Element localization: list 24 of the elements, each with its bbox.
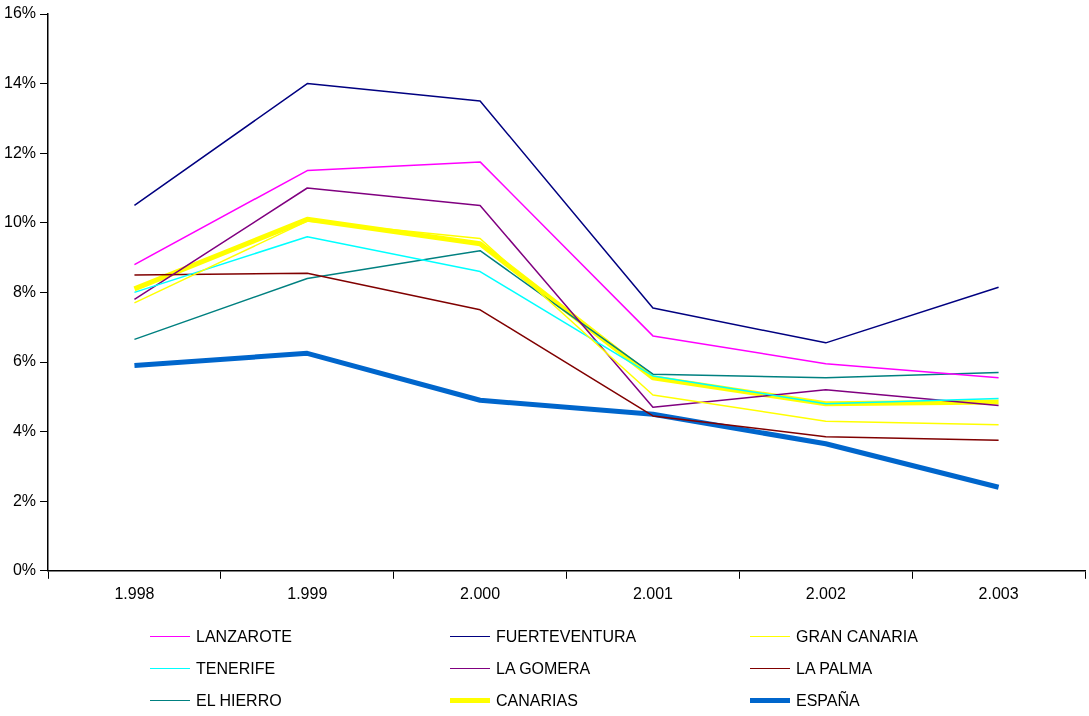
x-tick-label: 2.003 [978, 584, 1019, 602]
y-tick-label: 0% [12, 561, 37, 579]
y-tick-label: 2% [12, 491, 37, 509]
y-tick-label: 12% [3, 143, 37, 161]
legend-label: FUERTEVENTURA [496, 627, 637, 646]
y-tick-label: 16% [3, 4, 37, 22]
legend-label: ESPAÑA [796, 691, 860, 710]
x-tick-label: 2.002 [805, 584, 846, 602]
legend-label: LANZAROTE [196, 627, 293, 646]
x-tick-label: 1.998 [114, 584, 155, 602]
legend-label: LA GOMERA [496, 659, 591, 678]
y-tick-label: 4% [12, 422, 37, 440]
x-tick-label: 2.000 [460, 584, 501, 602]
y-tick-label: 14% [3, 74, 37, 92]
x-tick-label: 1.999 [287, 584, 328, 602]
y-tick-label: 8% [12, 282, 37, 300]
x-tick-label: 2.001 [632, 584, 674, 602]
y-tick-label: 6% [12, 352, 37, 370]
y-tick-label: 10% [3, 213, 37, 231]
legend-label: TENERIFE [196, 659, 276, 678]
legend-label: LA PALMA [796, 659, 873, 678]
legend-label: GRAN CANARIA [796, 627, 918, 646]
legend-label: EL HIERRO [196, 691, 282, 710]
legend-label: CANARIAS [496, 691, 578, 710]
